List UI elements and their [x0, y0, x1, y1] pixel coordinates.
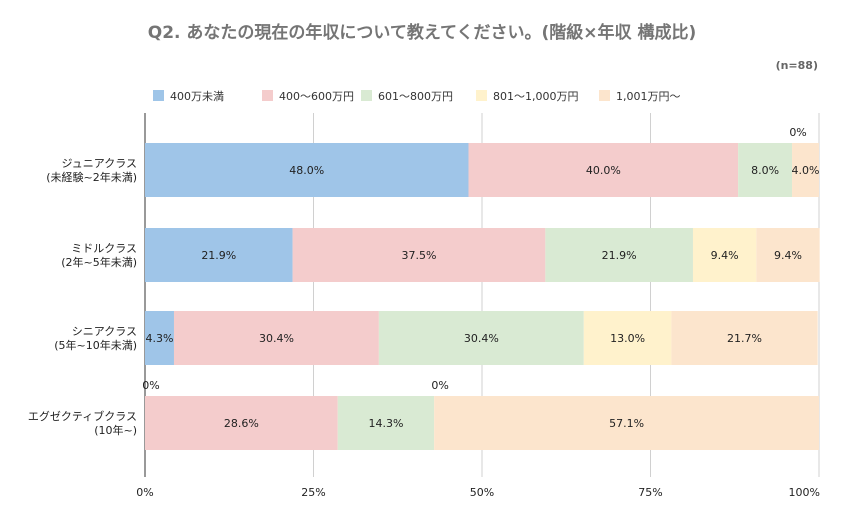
legend-label-5: 1,001万円～ [616, 90, 681, 103]
value-label-r3-s5: 21.7% [727, 332, 762, 345]
sample-size-note: (n=88) [776, 59, 818, 72]
value-label-r3-s3: 30.4% [464, 332, 499, 345]
value-label-r4-s1: 0% [142, 379, 159, 392]
value-label-r2-s3: 21.9% [602, 249, 637, 262]
bar-r2-s5 [756, 228, 820, 282]
value-label-r1-s2: 40.0% [586, 164, 621, 177]
value-label-r4-s4: 0% [431, 379, 448, 392]
legend-label-3: 601～800万円 [378, 90, 453, 103]
legend-swatch-2 [262, 90, 273, 101]
category-label-r1-l1: ジュニアクラス [62, 157, 137, 170]
chart-title: Q2. あなたの現在の年収について教えてください。(階級×年収 構成比) [148, 22, 697, 43]
category-label-r4-l2: (10年~) [94, 423, 137, 437]
bar-r2-s3 [545, 228, 693, 282]
x-axis-ticks: 0% 25% 50% 75% 100% [136, 486, 820, 499]
bar-r4-s5 [434, 396, 819, 450]
legend-label-1: 400万未満 [170, 90, 224, 103]
value-label-r3-s2: 30.4% [259, 332, 294, 345]
bar-r4-s3 [337, 396, 435, 450]
x-tick-label-3: 50% [470, 486, 494, 499]
value-label-r3-s4: 13.0% [610, 332, 645, 345]
legend-swatch-5 [599, 90, 610, 101]
bar-r3-s1 [145, 311, 174, 365]
bars: 48.0% 40.0% 8.0% 0% 4.0% 21.9% 37.5% 21.9% 9.4% 9… [142, 126, 820, 450]
bar-r1-s1 [145, 143, 469, 197]
category-label-r2-l1: ミドルクラス [71, 242, 137, 255]
category-label-r4-l1: エグゼクティブクラス [28, 409, 137, 423]
x-tick-label-4: 75% [638, 486, 662, 499]
legend: 400万未満 400～600万円 601～800万円 801～1,000万円 1,001… [153, 90, 681, 103]
bar-r2-s4 [692, 228, 757, 282]
x-tick-label-1: 0% [136, 486, 153, 499]
category-label-r1-l2: (未経験~2年未満) [46, 170, 137, 184]
category-label-r3-l2: (5年~10年未満) [54, 338, 137, 352]
value-label-r4-s5: 57.1% [609, 417, 644, 430]
value-label-r1-s4: 0% [789, 126, 806, 139]
value-label-r4-s3: 14.3% [368, 417, 403, 430]
value-label-r2-s2: 37.5% [402, 249, 437, 262]
value-label-r1-s5: 4.0% [792, 164, 820, 177]
bar-r3-s2 [173, 311, 379, 365]
bar-r3-s4 [583, 311, 672, 365]
bar-r4-s2 [145, 396, 338, 450]
category-label-r2-l2: (2年~5年未満) [61, 255, 137, 269]
legend-swatch-3 [361, 90, 372, 101]
legend-label-4: 801～1,000万円 [493, 90, 579, 103]
legend-label-2: 400～600万円 [279, 90, 354, 103]
bar-r1-s3 [738, 143, 793, 197]
value-label-r2-s4: 9.4% [711, 249, 739, 262]
x-tick-label-5: 100% [789, 486, 820, 499]
category-labels: ジュニアクラス(未経験~2年未満) ミドルクラス(2年~5年未満) シニアクラス(5… [28, 157, 137, 437]
value-label-r2-s5: 9.4% [774, 249, 802, 262]
bar-r2-s2 [292, 228, 546, 282]
category-label-r3-l1: シニアクラス [72, 325, 137, 338]
value-label-r3-s1: 4.3% [146, 332, 174, 345]
x-tick-label-2: 25% [301, 486, 325, 499]
bar-r3-s5 [671, 311, 818, 365]
bar-r3-s3 [378, 311, 584, 365]
value-label-r4-s2: 28.6% [224, 417, 259, 430]
bar-r1-s2 [468, 143, 739, 197]
value-label-r2-s1: 21.9% [201, 249, 236, 262]
value-label-r1-s3: 8.0% [751, 164, 779, 177]
value-label-r1-s1: 48.0% [289, 164, 324, 177]
bar-r2-s1 [145, 228, 293, 282]
legend-swatch-1 [153, 90, 164, 101]
legend-swatch-4 [476, 90, 487, 101]
bar-r1-s5 [792, 143, 819, 197]
